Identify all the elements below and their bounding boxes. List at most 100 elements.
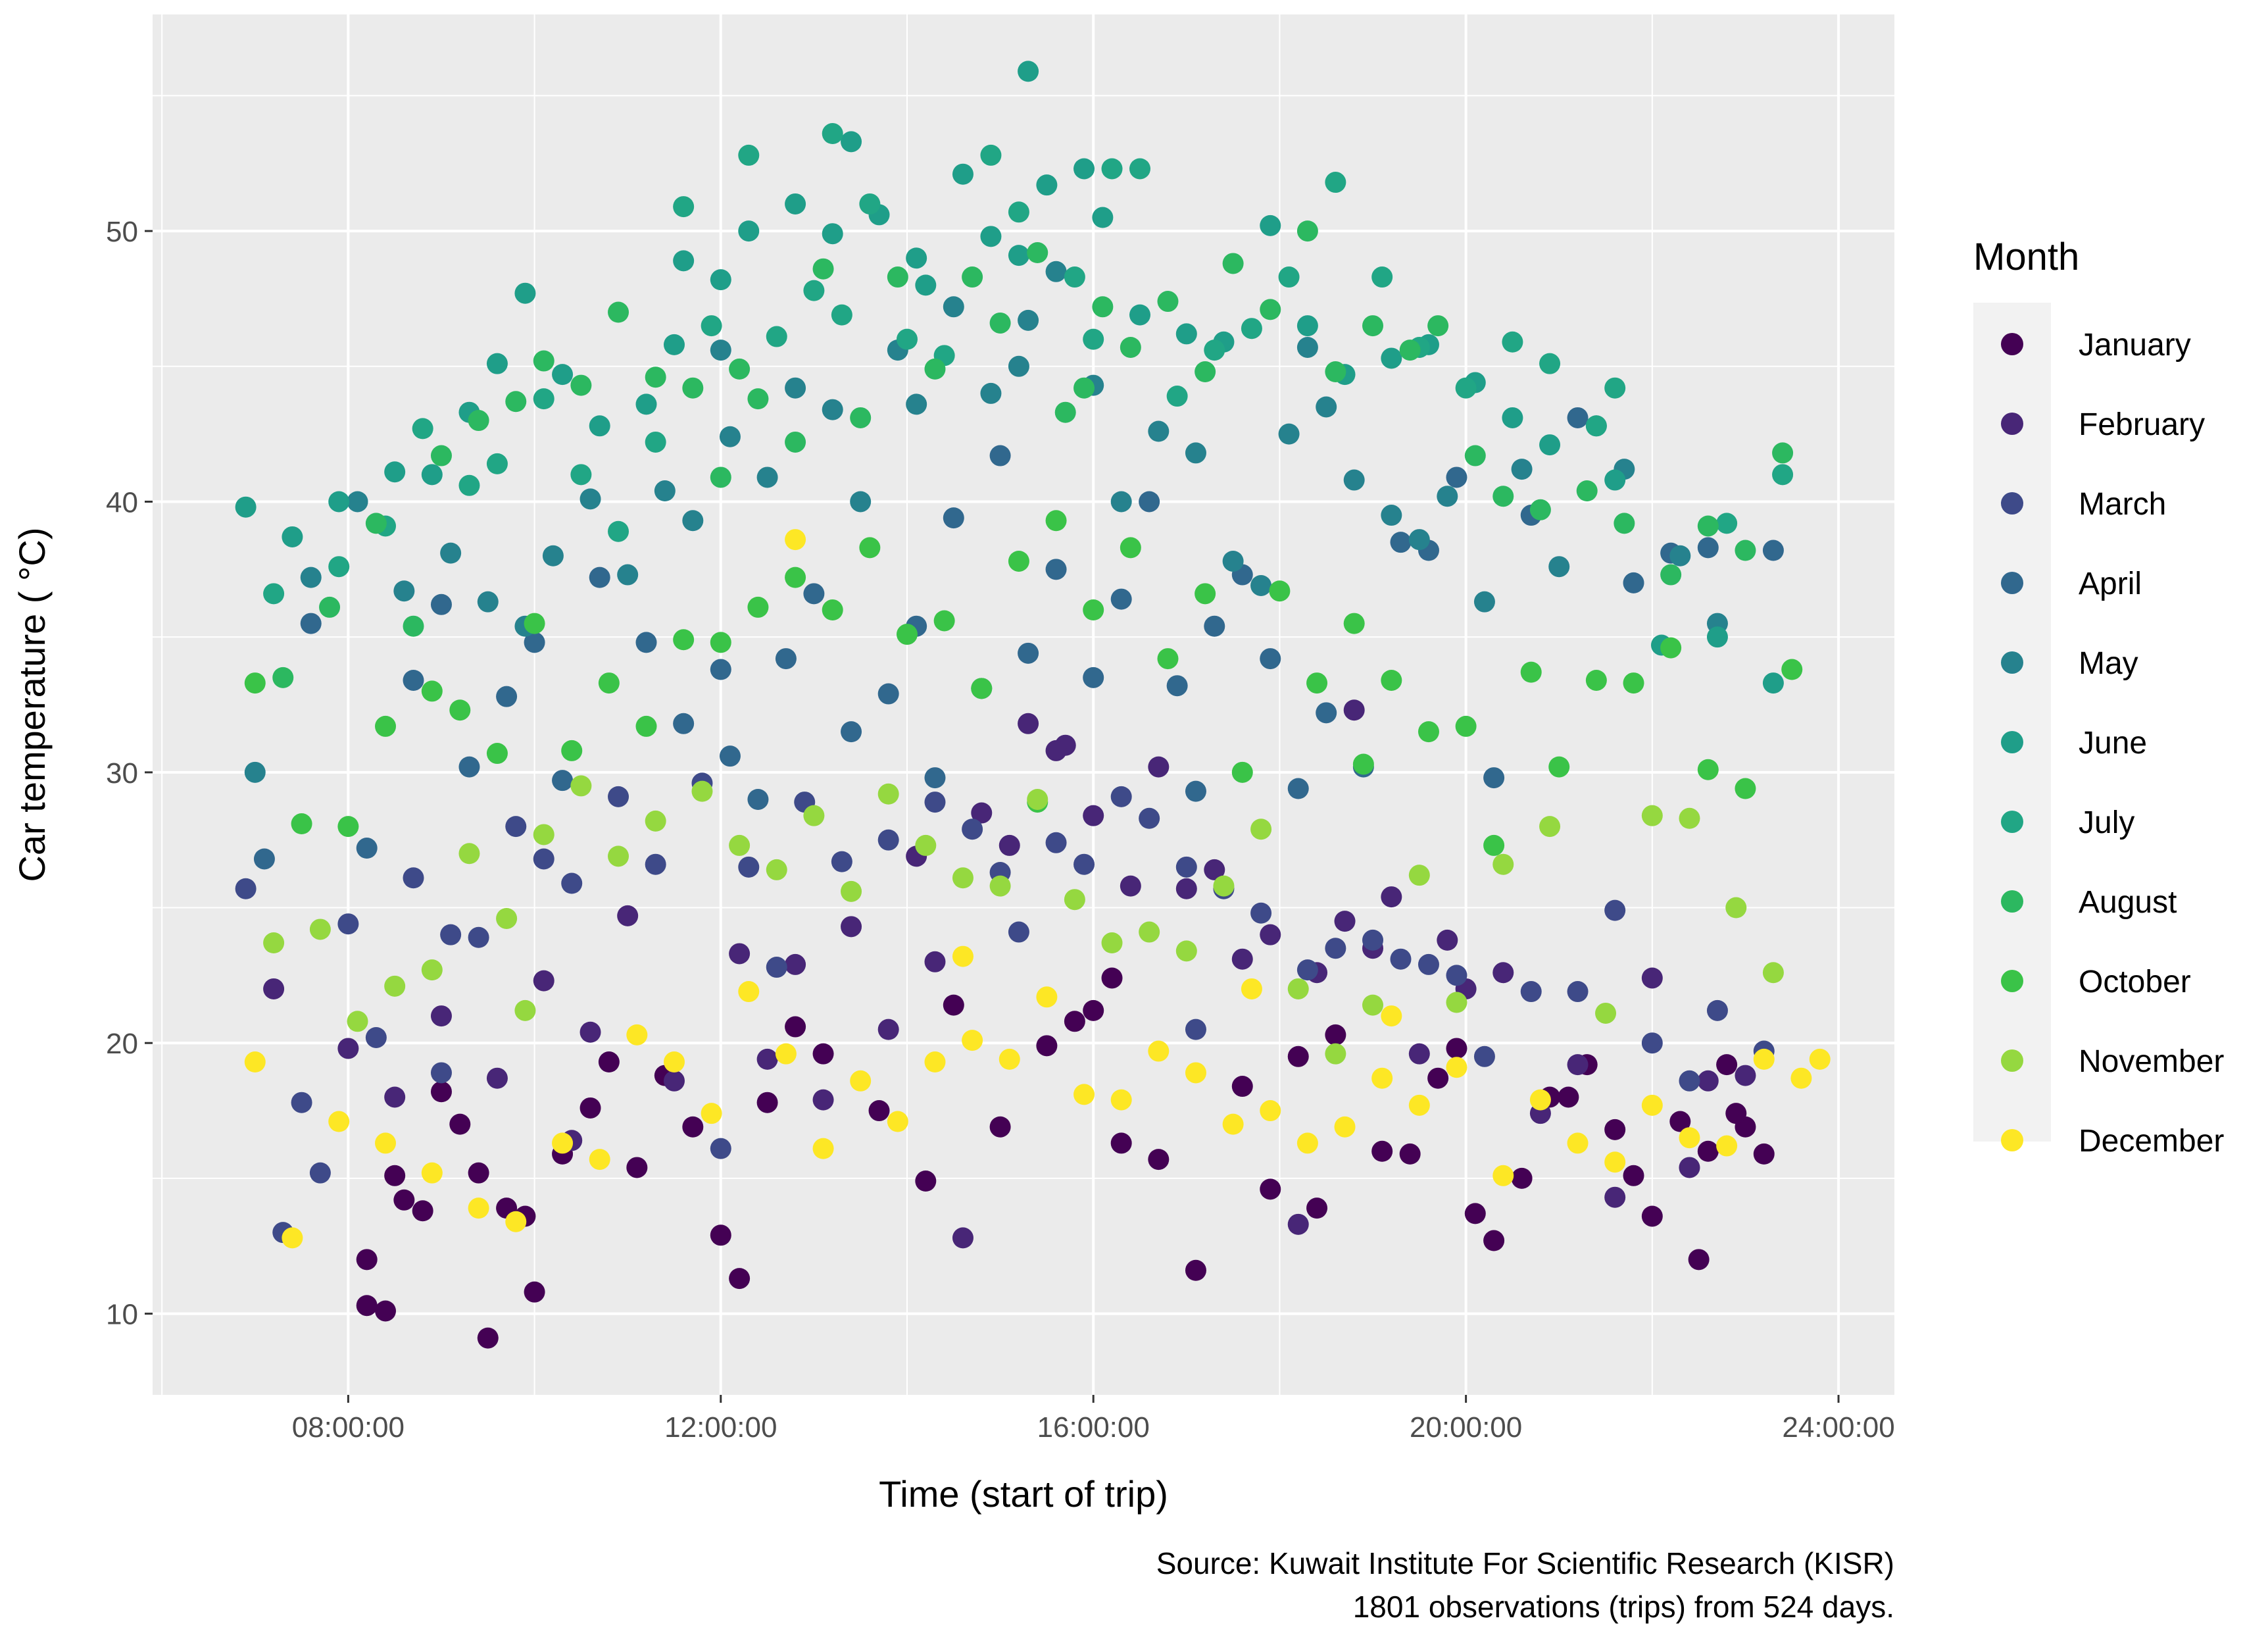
- data-point-may: [850, 491, 872, 513]
- data-point-may: [579, 488, 601, 510]
- data-point-july: [1129, 158, 1151, 180]
- data-point-june: [235, 496, 257, 518]
- data-point-december: [785, 529, 806, 551]
- data-point-july: [766, 326, 787, 347]
- data-point-august: [1157, 291, 1179, 313]
- data-point-february: [1260, 924, 1281, 945]
- data-point-april: [943, 507, 964, 529]
- data-point-october: [1735, 778, 1756, 799]
- data-point-january: [1623, 1165, 1644, 1186]
- data-point-january: [682, 1116, 704, 1138]
- data-point-march: [1520, 981, 1542, 1003]
- legend-key-december: [2001, 1129, 2023, 1151]
- data-point-march: [561, 872, 583, 894]
- data-point-november: [496, 907, 518, 929]
- data-point-october: [1120, 537, 1141, 559]
- data-point-february: [812, 1089, 834, 1111]
- data-point-february: [617, 905, 639, 926]
- data-point-may: [822, 399, 843, 420]
- y-tick-label: 20: [106, 1028, 138, 1060]
- data-point-march: [1446, 965, 1467, 986]
- data-point-may: [710, 340, 731, 361]
- data-point-october: [561, 740, 583, 761]
- legend-key-august: [2001, 890, 2023, 913]
- data-point-january: [477, 1327, 499, 1349]
- data-point-may: [1669, 545, 1691, 567]
- data-point-december: [626, 1024, 648, 1045]
- data-point-november: [421, 959, 443, 981]
- data-point-january: [943, 994, 964, 1016]
- data-point-october: [291, 813, 312, 835]
- data-point-june: [1502, 407, 1523, 428]
- data-point-october: [1418, 721, 1439, 743]
- data-point-january: [1697, 1140, 1719, 1162]
- data-point-august: [1464, 445, 1486, 466]
- x-tick-label: 08:00:00: [292, 1411, 405, 1444]
- data-point-february: [729, 943, 751, 965]
- data-point-december: [952, 945, 974, 967]
- data-point-july: [1166, 386, 1188, 407]
- data-point-april: [458, 756, 480, 778]
- data-point-june: [1175, 323, 1197, 345]
- data-point-november: [1492, 853, 1514, 875]
- data-point-december: [1679, 1127, 1700, 1149]
- data-point-august: [1260, 299, 1281, 320]
- data-point-june: [1762, 672, 1784, 694]
- data-point-october: [524, 613, 545, 634]
- data-point-november: [1595, 1002, 1617, 1024]
- data-point-august: [1529, 499, 1551, 520]
- data-point-august: [1195, 361, 1216, 383]
- data-point-january: [756, 1092, 778, 1113]
- data-point-august: [850, 407, 872, 428]
- data-point-april: [841, 721, 862, 743]
- data-point-august: [468, 410, 489, 432]
- data-point-june: [1539, 434, 1561, 456]
- legend-key-june: [2001, 731, 2023, 753]
- legend-key-april: [2001, 572, 2023, 594]
- data-point-january: [1231, 1076, 1253, 1097]
- data-point-november: [841, 880, 862, 902]
- data-point-june: [1381, 347, 1402, 369]
- data-point-october: [1195, 583, 1216, 605]
- data-point-may: [477, 591, 499, 613]
- data-point-march: [337, 913, 359, 935]
- data-point-january: [1753, 1143, 1775, 1165]
- data-point-february: [1231, 948, 1253, 970]
- data-point-december: [244, 1051, 266, 1073]
- data-point-november: [645, 810, 666, 832]
- x-tick-label: 24:00:00: [1782, 1411, 1894, 1444]
- data-point-february: [1679, 1157, 1700, 1178]
- data-point-december: [1446, 1057, 1467, 1078]
- data-point-february: [877, 1019, 899, 1040]
- data-point-february: [1334, 911, 1356, 932]
- data-point-march: [1390, 948, 1412, 970]
- data-point-june: [1129, 304, 1151, 326]
- data-point-december: [1296, 1132, 1318, 1154]
- data-point-may: [1296, 336, 1318, 358]
- data-point-may: [1381, 505, 1402, 526]
- data-point-march: [533, 848, 555, 870]
- data-point-february: [486, 1067, 508, 1089]
- data-point-march: [1008, 921, 1029, 943]
- data-point-april: [1446, 466, 1467, 488]
- data-point-november: [309, 919, 331, 940]
- data-point-january: [812, 1043, 834, 1065]
- data-point-june: [1073, 158, 1095, 180]
- data-point-december: [1185, 1062, 1206, 1084]
- data-point-february: [663, 1070, 685, 1092]
- data-point-january: [1064, 1011, 1085, 1032]
- data-point-january: [915, 1171, 937, 1192]
- legend-key-november: [2001, 1049, 2023, 1072]
- data-point-december: [328, 1111, 350, 1132]
- data-point-november: [766, 859, 787, 880]
- data-point-november: [915, 834, 937, 856]
- data-point-may: [1148, 420, 1170, 442]
- data-point-june: [1260, 214, 1281, 236]
- data-point-december: [1381, 1005, 1402, 1027]
- data-point-february: [1120, 875, 1141, 897]
- data-point-february: [924, 951, 946, 972]
- data-point-january: [1427, 1067, 1449, 1089]
- data-point-april: [635, 632, 657, 653]
- data-point-december: [468, 1197, 489, 1219]
- data-point-november: [1446, 992, 1467, 1013]
